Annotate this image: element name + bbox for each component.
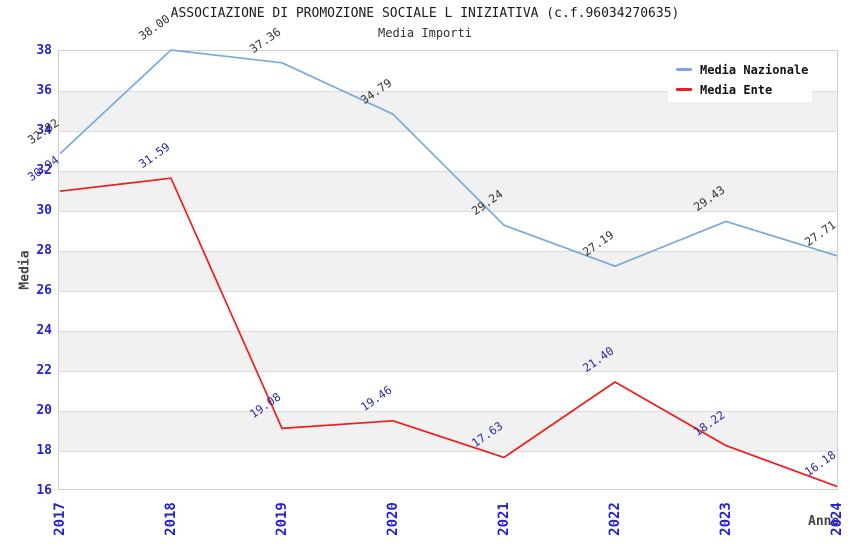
legend-label: Media Nazionale: [700, 62, 809, 77]
x-tick-label: 2017: [52, 502, 68, 536]
gridline: [59, 330, 837, 332]
gridline: [59, 290, 837, 292]
x-tick-label: 2018: [163, 502, 179, 536]
gridline: [59, 250, 837, 252]
y-tick-label: 26: [36, 282, 52, 298]
gridline: [59, 210, 837, 212]
y-tick-label: 36: [36, 82, 52, 98]
legend-swatch-media-nazionale: [676, 68, 692, 71]
legend-item-media-ente: Media Ente: [676, 83, 812, 97]
legend-label: Media Ente: [700, 82, 773, 97]
gridline: [59, 370, 837, 372]
x-tick-label: 2022: [607, 502, 623, 536]
x-tick-label: 2019: [274, 502, 290, 536]
gridline: [59, 450, 837, 452]
point-label: 32.82: [24, 115, 62, 147]
point-label: 30.94: [24, 152, 62, 185]
x-tick-label: 2024: [829, 502, 845, 536]
legend-swatch-media-ente: [676, 88, 692, 91]
y-tick-label: 32: [36, 162, 52, 178]
y-tick-label: 28: [36, 242, 52, 258]
grid-band: [59, 331, 837, 371]
x-tick-label: 2021: [496, 502, 512, 536]
y-tick-label: 38: [36, 42, 52, 58]
x-tick-label: 2023: [718, 502, 734, 536]
legend: Media Nazionale Media Ente: [668, 57, 812, 102]
y-tick-label: 18: [36, 442, 52, 458]
y-tick-label: 34: [36, 122, 52, 138]
x-axis-title: Anno: [808, 514, 840, 529]
x-tick-label: 2020: [385, 502, 401, 536]
y-tick-label: 16: [36, 482, 52, 498]
gridline: [59, 130, 837, 132]
y-tick-label: 20: [36, 402, 52, 418]
grid-band: [59, 251, 837, 291]
plot-area: [58, 50, 838, 490]
chart-subtitle: Media Importi: [378, 26, 472, 40]
legend-item-media-nazionale: Media Nazionale: [676, 63, 812, 77]
chart-title: ASSOCIAZIONE DI PROMOZIONE SOCIALE L INI…: [170, 6, 680, 21]
y-tick-label: 22: [36, 362, 52, 378]
y-tick-label: 24: [36, 322, 52, 338]
gridline: [59, 170, 837, 172]
y-tick-label: 30: [36, 202, 52, 218]
